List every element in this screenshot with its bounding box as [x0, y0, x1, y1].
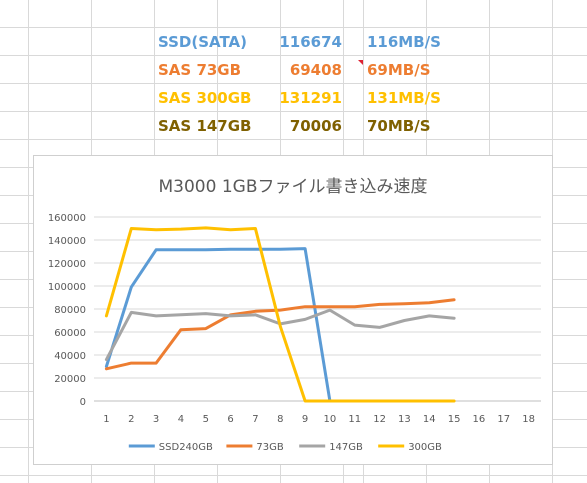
series-line-73GB — [104, 298, 456, 371]
ssd-name-cell[interactable]: SSD(SATA) — [158, 33, 248, 51]
sas300-speed-cell[interactable]: 131MB/S — [367, 89, 441, 107]
x-tick-label: 7 — [252, 414, 258, 425]
legend-label: 73GB — [256, 442, 283, 453]
comment-marker-icon[interactable] — [358, 60, 363, 65]
ssd-value-cell[interactable]: 116674 — [279, 33, 342, 51]
legend-label: SSD240GB — [159, 442, 213, 453]
x-tick-label: 10 — [324, 414, 337, 425]
x-tick-label: 4 — [178, 414, 184, 425]
y-tick-label: 40000 — [54, 351, 86, 362]
x-tick-label: 15 — [448, 414, 461, 425]
sas147-speed-cell[interactable]: 70MB/S — [367, 117, 431, 135]
legend-label: 300GB — [408, 442, 442, 453]
sas300-value-cell[interactable]: 131291 — [279, 89, 342, 107]
x-tick-label: 3 — [153, 414, 159, 425]
x-tick-label: 11 — [348, 414, 361, 425]
x-tick-label: 13 — [398, 414, 411, 425]
series-line-147GB — [104, 308, 456, 362]
ssd-speed-cell[interactable]: 116MB/S — [367, 33, 441, 51]
x-tick-label: 18 — [522, 414, 535, 425]
y-tick-label: 160000 — [48, 213, 86, 224]
x-tick-label: 5 — [203, 414, 209, 425]
x-tick-label: 12 — [373, 414, 386, 425]
chart-title: M3000 1GBファイル書き込み速度 — [159, 177, 428, 197]
x-tick-label: 9 — [302, 414, 308, 425]
y-tick-label: 0 — [80, 397, 86, 408]
sas147-name-cell[interactable]: SAS 147GB — [158, 117, 252, 135]
chart-svg: M3000 1GBファイル書き込み速度 0 20000 40000 60000 8000… — [48, 177, 541, 453]
x-tick-label: 6 — [227, 414, 233, 425]
y-tick-label: 140000 — [48, 236, 86, 247]
x-tick-label: 16 — [473, 414, 486, 425]
line-chart[interactable]: M3000 1GBファイル書き込み速度 0 20000 40000 60000 8000… — [33, 155, 553, 465]
sas73-value-cell[interactable]: 69408 — [289, 61, 342, 79]
x-tick-label: 2 — [128, 414, 134, 425]
y-tick-label: 60000 — [54, 328, 86, 339]
y-tick-label: 80000 — [54, 305, 86, 316]
x-tick-label: 14 — [423, 414, 436, 425]
legend-label: 147GB — [329, 442, 363, 453]
series-line-SSD240GB — [104, 247, 332, 403]
sas73-speed-cell[interactable]: 69MB/S — [367, 61, 431, 79]
sas300-name-cell[interactable]: SAS 300GB — [158, 89, 252, 107]
y-tick-label: 20000 — [54, 374, 86, 385]
x-tick-label: 8 — [277, 414, 283, 425]
y-tick-label: 120000 — [48, 259, 86, 270]
sas147-value-cell[interactable]: 70006 — [289, 117, 342, 135]
series-line-300GB — [104, 226, 456, 403]
sas73-name-cell[interactable]: SAS 73GB — [158, 61, 242, 79]
x-tick-label: 17 — [497, 414, 510, 425]
x-tick-label: 1 — [103, 414, 109, 425]
y-tick-label: 100000 — [48, 282, 86, 293]
